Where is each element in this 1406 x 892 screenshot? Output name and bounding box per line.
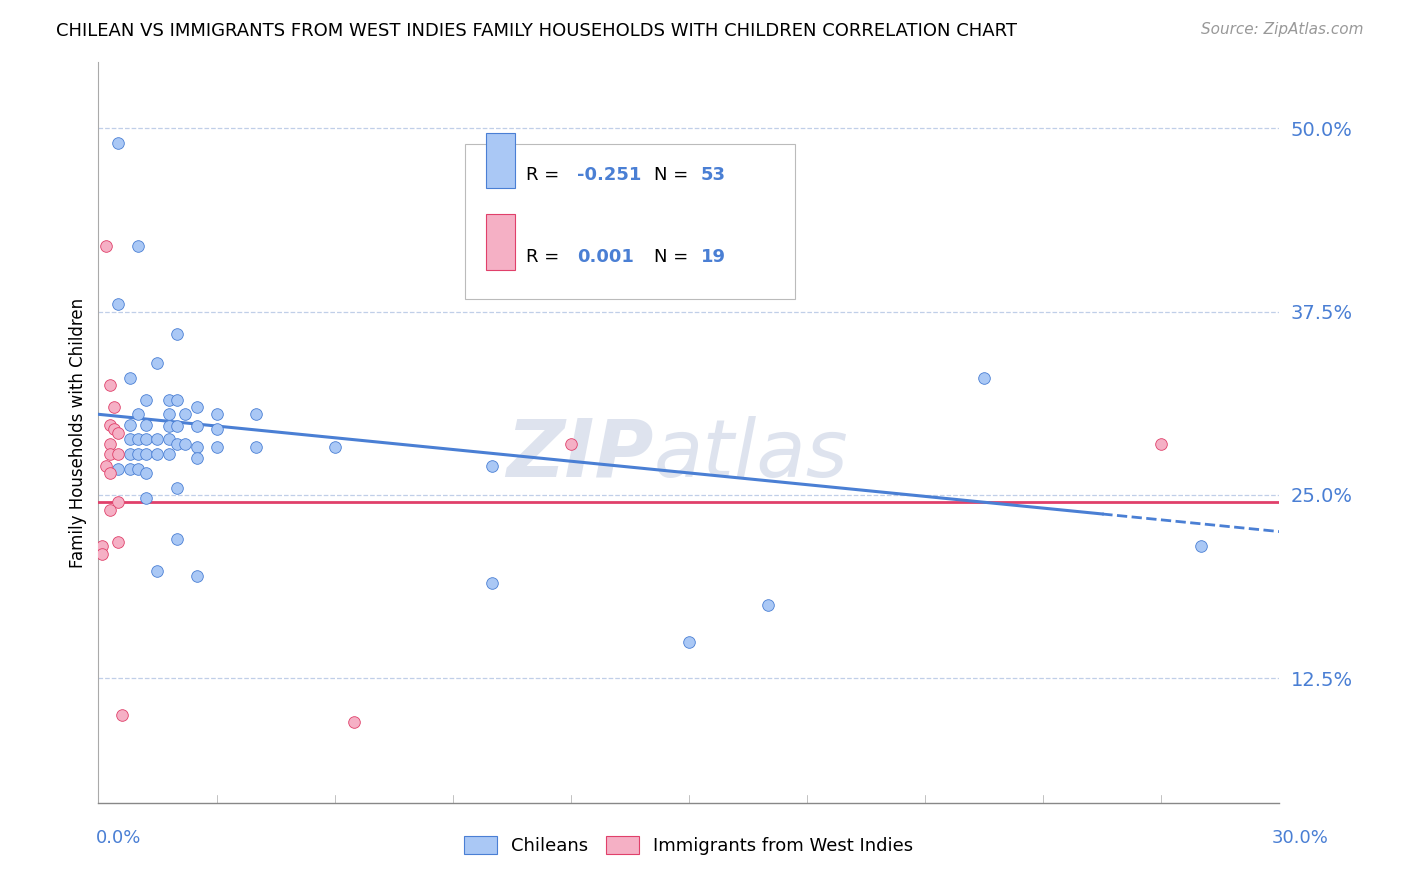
Point <box>98 466 121 480</box>
Point <box>107 136 129 150</box>
Point <box>481 575 503 590</box>
Point <box>323 440 346 454</box>
Text: 0.001: 0.001 <box>576 247 634 266</box>
Text: ZIP: ZIP <box>506 416 654 494</box>
Point <box>481 458 503 473</box>
Point <box>135 491 157 505</box>
Point <box>166 436 188 450</box>
Point <box>135 466 157 480</box>
Point <box>166 419 188 434</box>
Point <box>127 447 149 461</box>
Point <box>96 238 118 252</box>
Point <box>1150 436 1173 450</box>
Text: CHILEAN VS IMMIGRANTS FROM WEST INDIES FAMILY HOUSEHOLDS WITH CHILDREN CORRELATI: CHILEAN VS IMMIGRANTS FROM WEST INDIES F… <box>56 22 1017 40</box>
Point <box>146 432 169 446</box>
Point <box>127 407 149 421</box>
Point <box>186 419 208 434</box>
Point <box>135 447 157 461</box>
Point <box>174 436 197 450</box>
Point <box>91 539 114 553</box>
FancyBboxPatch shape <box>464 144 796 300</box>
Point <box>205 440 228 454</box>
Point <box>1189 539 1212 553</box>
Point <box>103 422 125 436</box>
Point <box>107 534 129 549</box>
Text: N =: N = <box>654 247 693 266</box>
Point <box>186 568 208 582</box>
Point <box>91 547 114 561</box>
Point <box>560 436 582 450</box>
Point <box>118 417 141 432</box>
Text: N =: N = <box>654 166 693 184</box>
Point <box>107 426 129 441</box>
Point <box>157 432 180 446</box>
Point <box>127 432 149 446</box>
Text: 0.0%: 0.0% <box>96 829 141 847</box>
Point <box>118 370 141 384</box>
Point <box>146 564 169 578</box>
Point <box>98 436 121 450</box>
Point <box>205 407 228 421</box>
Point <box>107 461 129 475</box>
Point <box>186 440 208 454</box>
Point <box>135 432 157 446</box>
Point <box>118 447 141 461</box>
Point <box>186 400 208 414</box>
Point <box>118 461 141 475</box>
Point <box>186 451 208 466</box>
Point <box>678 634 700 648</box>
Text: R =: R = <box>526 247 565 266</box>
Text: 53: 53 <box>700 166 725 184</box>
Text: -0.251: -0.251 <box>576 166 641 184</box>
Point <box>146 447 169 461</box>
Point <box>157 447 180 461</box>
Text: Source: ZipAtlas.com: Source: ZipAtlas.com <box>1201 22 1364 37</box>
Point <box>245 440 267 454</box>
Point <box>135 392 157 407</box>
Point <box>118 432 141 446</box>
Point <box>756 598 779 612</box>
Point <box>245 407 267 421</box>
Point <box>174 407 197 421</box>
Text: atlas: atlas <box>654 416 848 494</box>
Point <box>205 422 228 436</box>
Text: R =: R = <box>526 166 565 184</box>
Point <box>166 326 188 341</box>
Point <box>98 502 121 516</box>
Legend: Chileans, Immigrants from West Indies: Chileans, Immigrants from West Indies <box>456 827 922 864</box>
Point <box>973 370 995 384</box>
Point <box>107 447 129 461</box>
FancyBboxPatch shape <box>486 133 516 188</box>
Y-axis label: Family Households with Children: Family Households with Children <box>69 298 87 567</box>
Point <box>343 715 366 730</box>
Point <box>127 238 149 252</box>
Point <box>98 447 121 461</box>
Point <box>166 532 188 546</box>
FancyBboxPatch shape <box>486 214 516 269</box>
Point <box>127 461 149 475</box>
Point <box>107 495 129 509</box>
Point <box>135 417 157 432</box>
Point <box>107 297 129 311</box>
Point <box>103 400 125 414</box>
Text: 30.0%: 30.0% <box>1272 829 1329 847</box>
Point <box>166 392 188 407</box>
Point <box>157 392 180 407</box>
Point <box>96 458 118 473</box>
Point <box>98 417 121 432</box>
Point <box>111 707 134 722</box>
Point <box>166 481 188 495</box>
Point <box>157 407 180 421</box>
Point <box>157 419 180 434</box>
Point <box>98 378 121 392</box>
Text: 19: 19 <box>700 247 725 266</box>
Point <box>146 356 169 370</box>
